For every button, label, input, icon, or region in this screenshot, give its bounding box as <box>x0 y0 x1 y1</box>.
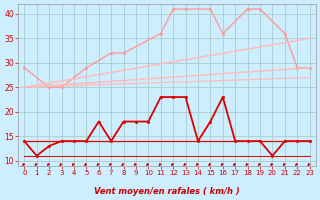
X-axis label: Vent moyen/en rafales ( km/h ): Vent moyen/en rafales ( km/h ) <box>94 187 240 196</box>
